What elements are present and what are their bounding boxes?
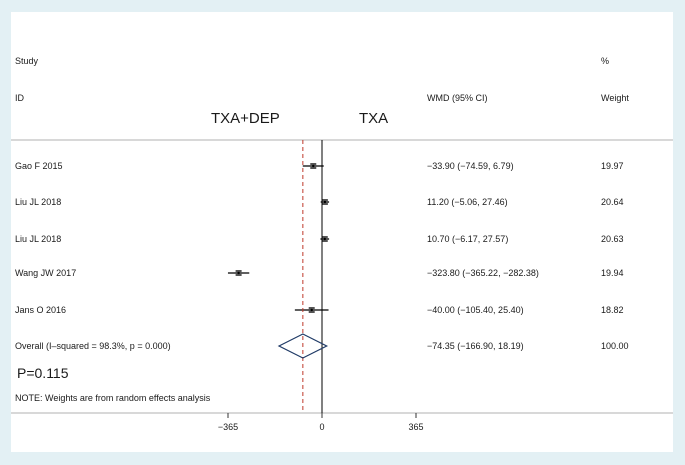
- overall-row: Overall (I–squared = 98.3%, p = 0.000) −…: [15, 341, 629, 351]
- study-row: Gao F 2015 −33.90 (−74.59, 6.79) 19.97: [15, 161, 624, 171]
- study-id: Liu JL 2018: [15, 197, 61, 207]
- study-point: [323, 237, 326, 241]
- x-tick-label: −365: [218, 422, 238, 432]
- header-study-label: Study: [15, 56, 39, 66]
- p-value-text: P=0.115: [17, 365, 69, 381]
- study-row: Wang JW 2017 −323.80 (−365.22, −282.38) 19…: [15, 268, 624, 278]
- study-ci-text: −40.00 (−105.40, 25.40): [427, 305, 524, 315]
- study-id: Wang JW 2017: [15, 268, 76, 278]
- overall-ci-text: −74.35 (−166.90, 18.19): [427, 341, 524, 351]
- study-weight-text: 20.63: [601, 234, 624, 244]
- study-ci-text: 10.70 (−6.17, 27.57): [427, 234, 508, 244]
- header: Study ID WMD (95% CI) % Weight TXA+DEP T…: [15, 56, 629, 127]
- study-id: Liu JL 2018: [15, 234, 61, 244]
- x-tick-label: 365: [408, 422, 423, 432]
- study-row: Liu JL 2018 11.20 (−5.06, 27.46) 20.64: [15, 197, 624, 207]
- study-point: [312, 164, 315, 168]
- group-label-right: TXA: [359, 110, 388, 127]
- study-weight-text: 20.64: [601, 197, 624, 207]
- group-label-left: TXA+DEP: [211, 110, 280, 127]
- study-point: [310, 308, 313, 312]
- study-id: Jans O 2016: [15, 305, 66, 315]
- study-row: Liu JL 2018 10.70 (−6.17, 27.57) 20.63: [15, 234, 624, 244]
- study-weight-text: 18.82: [601, 305, 624, 315]
- study-ci-text: −33.90 (−74.59, 6.79): [427, 161, 514, 171]
- study-point: [237, 271, 240, 275]
- weights-note: NOTE: Weights are from random effects an…: [15, 393, 211, 403]
- study-id: Gao F 2015: [15, 161, 63, 171]
- study-rows: Gao F 2015 −33.90 (−74.59, 6.79) 19.97 Liu …: [15, 161, 624, 315]
- x-tick-label: 0: [319, 422, 324, 432]
- study-weight-text: 19.94: [601, 268, 624, 278]
- study-ci-text: 11.20 (−5.06, 27.46): [427, 197, 508, 207]
- study-ci-text: −323.80 (−365.22, −282.38): [427, 268, 539, 278]
- header-id-label: ID: [15, 93, 25, 103]
- study-row: Jans O 2016 −40.00 (−105.40, 25.40) 18.82: [15, 305, 624, 315]
- study-point: [323, 200, 327, 204]
- header-percent-label: %: [601, 56, 609, 66]
- header-weight-label: Weight: [601, 93, 629, 103]
- plot-frame: Study ID WMD (95% CI) % Weight TXA+DEP T…: [11, 12, 673, 452]
- overall-label: Overall (I–squared = 98.3%, p = 0.000): [15, 341, 171, 351]
- overall-diamond: [277, 333, 329, 359]
- header-effect-label: WMD (95% CI): [427, 93, 488, 103]
- x-axis: −365 0 365: [11, 412, 673, 432]
- study-weight-text: 19.97: [601, 161, 624, 171]
- forest-plot: Study ID WMD (95% CI) % Weight TXA+DEP T…: [11, 56, 673, 432]
- overall-weight-text: 100.00: [601, 341, 629, 351]
